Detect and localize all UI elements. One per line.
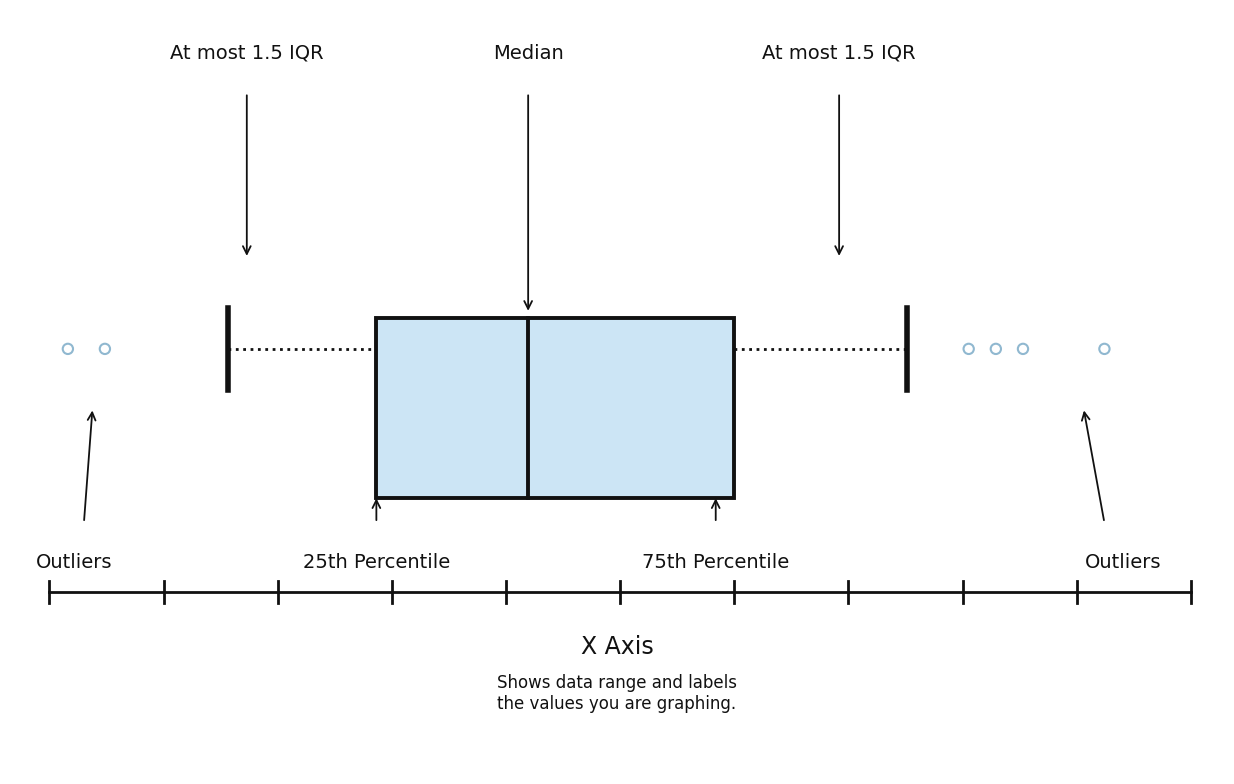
Point [1095,343,1114,355]
Text: Shows data range and labels
the values you are graphing.: Shows data range and labels the values y… [497,674,737,713]
Point [959,343,979,355]
Text: 25th Percentile: 25th Percentile [302,553,450,572]
Text: Median: Median [492,44,564,63]
Text: Outliers: Outliers [1085,553,1161,572]
Text: X Axis: X Axis [581,635,653,659]
Text: Outliers: Outliers [36,553,112,572]
Point [986,343,1006,355]
Text: 75th Percentile: 75th Percentile [642,553,790,572]
Point [95,343,115,355]
Point [1013,343,1033,355]
Text: At most 1.5 IQR: At most 1.5 IQR [170,44,323,63]
Bar [376,318,734,498]
Text: At most 1.5 IQR: At most 1.5 IQR [763,44,916,63]
Point [58,343,78,355]
